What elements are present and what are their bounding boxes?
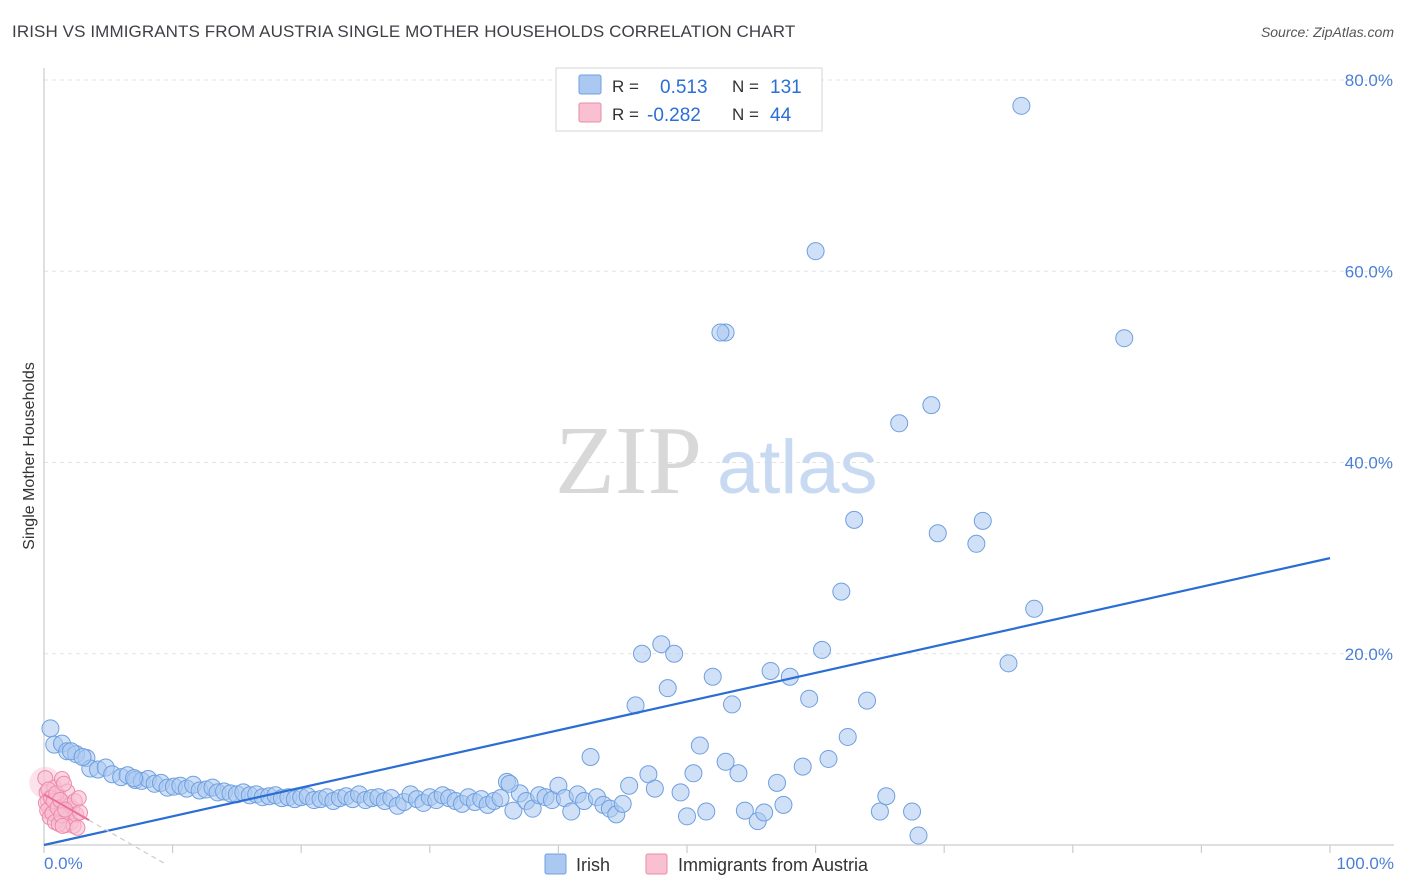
legend-r-value-irish: 0.513 (660, 77, 708, 98)
bottom-legend-swatch-irish (544, 853, 567, 875)
legend-n-value-irish: 131 (770, 77, 802, 98)
trend-line-austria (43, 793, 90, 822)
legend-swatch-austria (578, 102, 602, 123)
scatter-point-irish (500, 774, 519, 793)
scatter-point-irish (491, 789, 510, 808)
chart-title: IRISH VS IMMIGRANTS FROM AUSTRIA SINGLE … (12, 22, 796, 41)
scatter-point-irish (581, 748, 600, 767)
correlation-legend: R = 0.513 N = 131 R = -0.282 N = 44 (555, 67, 823, 132)
scatter-point-irish (665, 644, 684, 663)
scatter-point-irish (735, 801, 754, 820)
y-tick-label: 80.0% (1345, 71, 1393, 90)
scatter-point-irish (877, 787, 896, 806)
scatter-point-irish (504, 801, 523, 820)
scatter-point-irish (658, 679, 677, 698)
legend-n-label-austria: N = (732, 105, 759, 124)
watermark-atlas: atlas (717, 425, 878, 510)
legend-r-value-austria: -0.282 (647, 105, 701, 126)
bottom-legend-label-austria: Immigrants from Austria (678, 855, 869, 875)
series-legend: Irish Immigrants from Austria (544, 853, 869, 875)
scatter-point-irish (768, 773, 787, 792)
scatter-point-austria (69, 819, 86, 836)
scatter-point-irish (1115, 329, 1134, 348)
scatter-point-irish (909, 826, 928, 845)
scatter-point-irish (684, 764, 703, 783)
scatter-point-irish (678, 807, 696, 826)
scatter-point-irish (870, 802, 889, 821)
scatter-point-austria (54, 817, 71, 834)
scatter-point-irish (723, 695, 742, 714)
scatter-point-irish (73, 748, 92, 767)
scatter-points (29, 96, 1134, 845)
watermark-zip: ZIP (555, 407, 702, 515)
x-axis-ticks (43, 845, 1331, 853)
x-tick-label-min: 0.0% (44, 854, 83, 873)
scatter-point-irish (973, 511, 992, 530)
bottom-legend-swatch-austria (645, 853, 668, 875)
scatter-point-irish (845, 510, 864, 529)
scatter-point-irish (838, 727, 857, 746)
scatter-point-irish (813, 640, 832, 659)
scatter-point-irish (690, 736, 709, 755)
scatter-point-irish (729, 764, 748, 783)
scatter-point-irish (761, 661, 780, 680)
scatter-point-irish (967, 534, 986, 553)
y-tick-label: 40.0% (1345, 454, 1393, 473)
scatter-point-irish (1012, 96, 1031, 115)
scatter-point-irish (645, 779, 664, 798)
scatter-point-irish (620, 776, 639, 795)
scatter-point-irish (613, 794, 632, 813)
legend-swatch-irish (578, 74, 602, 95)
scatter-point-irish (125, 769, 144, 788)
scatter-point-irish (697, 802, 716, 821)
scatter-point-irish (903, 802, 922, 821)
scatter-point-irish (774, 795, 793, 814)
scatter-point-irish (922, 396, 941, 415)
scatter-point-irish (832, 582, 851, 601)
scatter-point-irish (928, 524, 947, 543)
scatter-point-irish (632, 644, 651, 663)
legend-n-label-irish: N = (732, 77, 759, 96)
scatter-point-irish (716, 752, 735, 771)
y-axis-title: Single Mother Households (21, 362, 38, 550)
gridlines (44, 79, 1394, 655)
scatter-point-irish (999, 654, 1018, 673)
scatter-point-irish (703, 667, 722, 686)
chart-source: Source: ZipAtlas.com (1260, 24, 1394, 40)
scatter-point-irish (806, 242, 825, 261)
trend-line-austria-extension (88, 819, 167, 865)
scatter-point-irish (858, 691, 877, 710)
y-tick-labels: 20.0% 40.0% 60.0% 80.0% (1345, 71, 1393, 664)
scatter-point-austria (57, 801, 74, 818)
scatter-point-irish (800, 689, 819, 708)
scatter-point-austria (55, 775, 72, 792)
scatter-point-irish (711, 323, 730, 342)
y-tick-label: 60.0% (1345, 262, 1393, 281)
trend-lines (43, 557, 1331, 865)
scatter-point-irish (1025, 599, 1044, 618)
bottom-legend-label-irish: Irish (576, 855, 610, 875)
scatter-point-irish (562, 802, 581, 821)
trend-line-irish (43, 557, 1331, 847)
scatter-point-irish (793, 757, 812, 776)
scatter-point-austria (70, 790, 87, 807)
scatter-point-irish (41, 719, 60, 738)
legend-r-label-irish: R = (612, 77, 639, 96)
legend-n-value-austria: 44 (770, 105, 792, 126)
scatter-point-irish (890, 414, 909, 433)
legend-r-label-austria: R = (612, 105, 639, 124)
y-tick-label: 20.0% (1345, 645, 1393, 664)
x-tick-label-max: 100.0% (1336, 854, 1394, 873)
scatter-point-irish (755, 803, 774, 822)
scatter-point-irish (819, 749, 838, 768)
scatter-point-irish (652, 635, 671, 654)
scatter-point-irish (671, 783, 690, 802)
